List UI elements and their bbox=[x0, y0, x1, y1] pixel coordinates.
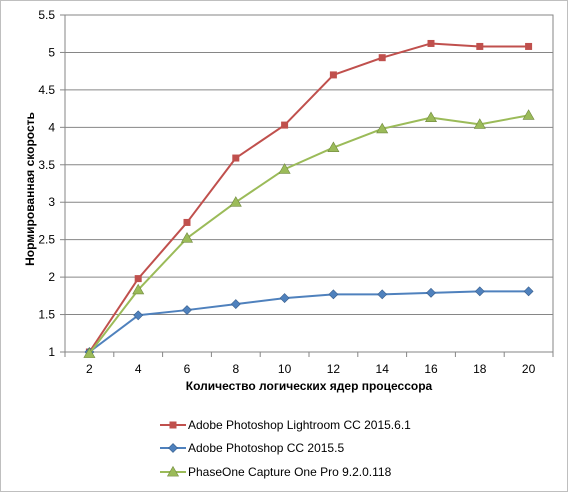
legend-marker bbox=[169, 421, 177, 429]
data-point bbox=[525, 42, 533, 50]
data-point bbox=[232, 154, 240, 162]
x-tick-label: 16 bbox=[424, 362, 438, 376]
data-point bbox=[473, 118, 486, 129]
data-point bbox=[474, 286, 485, 297]
legend-marker bbox=[166, 465, 180, 477]
x-tick-label: 20 bbox=[522, 362, 536, 376]
data-point bbox=[427, 39, 435, 47]
y-axis-ticks: 1 1.5 2 2.5 3 3.5 4 4.5 5 5.5 bbox=[38, 8, 65, 359]
series-capture-one bbox=[83, 109, 535, 358]
data-point bbox=[230, 299, 241, 309]
data-point bbox=[327, 141, 340, 152]
y-tick-label: 1 bbox=[48, 345, 55, 359]
data-point bbox=[83, 347, 96, 358]
data-point bbox=[378, 54, 386, 62]
x-tick-label: 6 bbox=[184, 362, 191, 376]
data-point bbox=[522, 109, 535, 120]
x-tick-label: 14 bbox=[376, 362, 390, 376]
data-point bbox=[134, 275, 142, 283]
data-point bbox=[279, 293, 290, 304]
data-point bbox=[182, 305, 192, 315]
x-tick-label: 18 bbox=[473, 362, 487, 376]
x-tick-label: 8 bbox=[232, 362, 239, 376]
legend-item: PhaseOne Capture One Pro 9.2.0.118 bbox=[160, 465, 392, 479]
series-line bbox=[88, 114, 529, 355]
y-tick-label: 5 bbox=[48, 45, 55, 59]
gridlines bbox=[65, 14, 553, 353]
y-tick-label: 4.5 bbox=[38, 83, 55, 97]
series-layer bbox=[83, 39, 535, 358]
x-axis-title: Количество логических ядер процессора bbox=[186, 379, 433, 393]
y-tick-label: 4 bbox=[48, 120, 55, 134]
x-tick-label: 2 bbox=[86, 362, 93, 376]
data-point bbox=[426, 287, 436, 298]
data-point bbox=[424, 111, 438, 123]
y-tick-label: 3.5 bbox=[38, 158, 55, 172]
y-tick-label: 5.5 bbox=[38, 8, 55, 22]
data-point bbox=[377, 289, 388, 300]
x-tick-label: 10 bbox=[278, 362, 292, 376]
series-photoshop bbox=[84, 286, 534, 357]
data-point bbox=[476, 42, 484, 50]
data-point bbox=[329, 71, 337, 79]
legend-label: PhaseOne Capture One Pro 9.2.0.118 bbox=[188, 465, 392, 479]
y-tick-label: 1.5 bbox=[38, 308, 55, 322]
series-line bbox=[88, 42, 529, 353]
data-point bbox=[229, 196, 242, 207]
data-point bbox=[281, 121, 289, 129]
x-tick-label: 4 bbox=[135, 362, 142, 376]
y-axis-title: Нормированная скорость bbox=[23, 112, 37, 266]
legend: Adobe Photoshop Lightroom CC 2015.6.1 Ado… bbox=[160, 418, 411, 479]
y-tick-label: 2 bbox=[48, 270, 55, 284]
legend-marker bbox=[168, 443, 178, 453]
y-tick-label: 2.5 bbox=[38, 233, 55, 247]
plot-area bbox=[64, 14, 554, 353]
legend-item: Adobe Photoshop CC 2015.5 bbox=[160, 441, 344, 455]
data-point bbox=[180, 232, 194, 243]
data-point bbox=[183, 218, 191, 226]
data-point bbox=[278, 163, 291, 174]
series-lightroom bbox=[85, 39, 533, 356]
y-tick-label: 3 bbox=[48, 195, 55, 209]
x-axis-ticks: 2 4 6 8 10 12 14 16 18 20 bbox=[64, 352, 554, 376]
data-point bbox=[328, 289, 339, 300]
x-tick-label: 12 bbox=[327, 362, 341, 376]
legend-label: Adobe Photoshop Lightroom CC 2015.6.1 bbox=[188, 418, 411, 432]
series-line bbox=[88, 290, 529, 353]
data-point bbox=[133, 310, 144, 321]
legend-item: Adobe Photoshop Lightroom CC 2015.6.1 bbox=[160, 418, 411, 432]
data-point bbox=[523, 286, 534, 297]
data-point bbox=[376, 122, 389, 134]
data-point bbox=[132, 283, 145, 295]
legend-label: Adobe Photoshop CC 2015.5 bbox=[188, 441, 344, 455]
